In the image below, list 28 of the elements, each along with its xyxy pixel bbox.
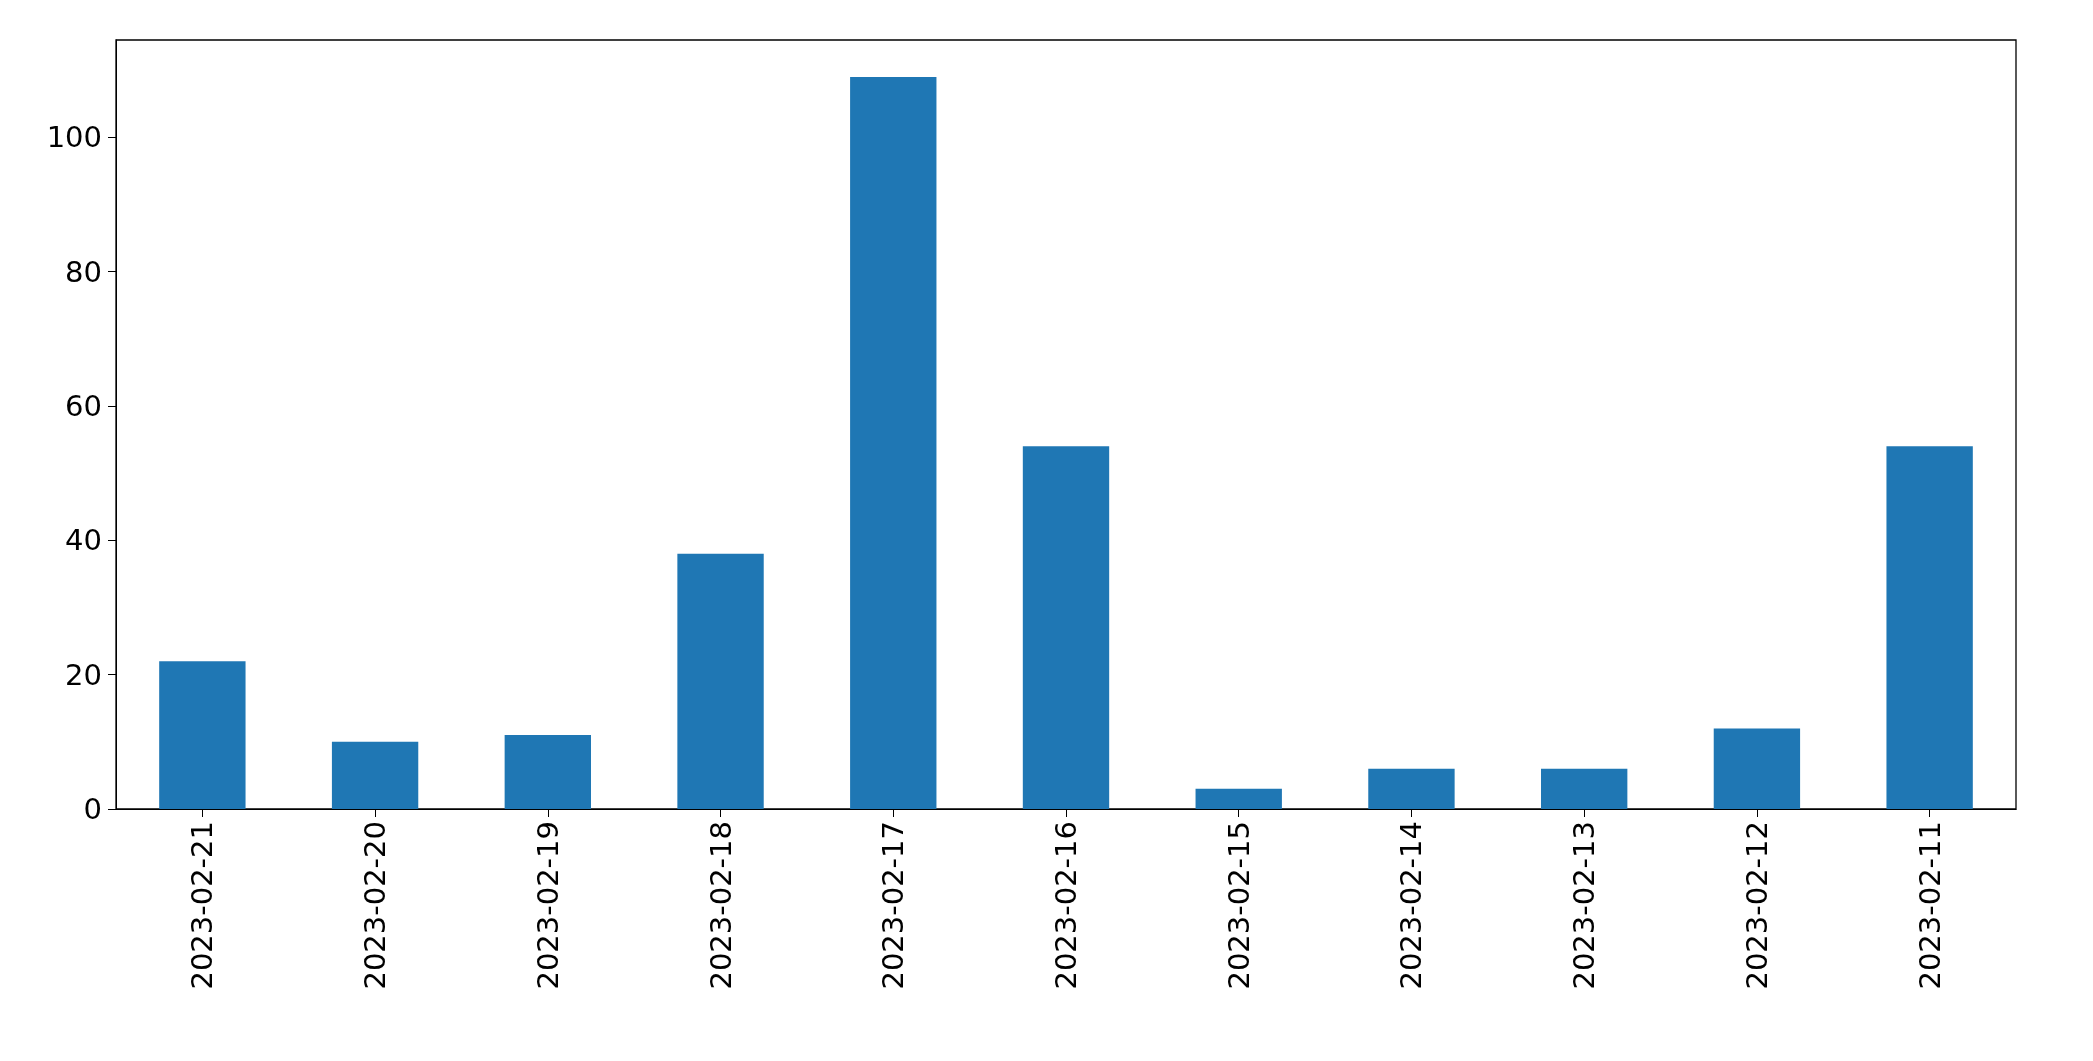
- x-tick-label: 2023-02-12: [1739, 821, 1774, 990]
- x-tick-label: 2023-02-16: [1049, 821, 1083, 990]
- bar: [850, 76, 937, 809]
- y-tick-label: 40: [65, 523, 102, 558]
- x-tick-label: 2023-02-15: [1221, 821, 1256, 990]
- y-tick-label: 80: [65, 254, 102, 289]
- x-tick-label: 2023-02-21: [185, 821, 220, 990]
- y-tick-label: 0: [83, 792, 102, 826]
- x-tick-label: 2023-02-11: [1912, 821, 1947, 990]
- bar: [1195, 788, 1282, 809]
- bar: [1541, 768, 1628, 809]
- x-tick-label: 2023-02-18: [703, 821, 738, 990]
- bar: [331, 741, 419, 809]
- bar: [1713, 728, 1801, 809]
- x-tick-label: 2023-02-20: [358, 821, 393, 990]
- x-tick-label: 2023-02-13: [1567, 821, 1602, 990]
- x-tick-label: 2023-02-14: [1394, 821, 1429, 990]
- bar: [1886, 446, 1973, 809]
- y-tick-label: 60: [65, 389, 102, 424]
- bar: [159, 661, 246, 809]
- y-tick-label: 20: [65, 657, 102, 692]
- x-tick-label: 2023-02-19: [530, 821, 565, 990]
- y-tick-label: 100: [46, 120, 102, 155]
- bar: [1022, 446, 1110, 809]
- bar: [504, 735, 591, 809]
- bar: [677, 553, 764, 809]
- bar: [1368, 768, 1455, 809]
- x-tick-label: 2023-02-17: [876, 821, 911, 990]
